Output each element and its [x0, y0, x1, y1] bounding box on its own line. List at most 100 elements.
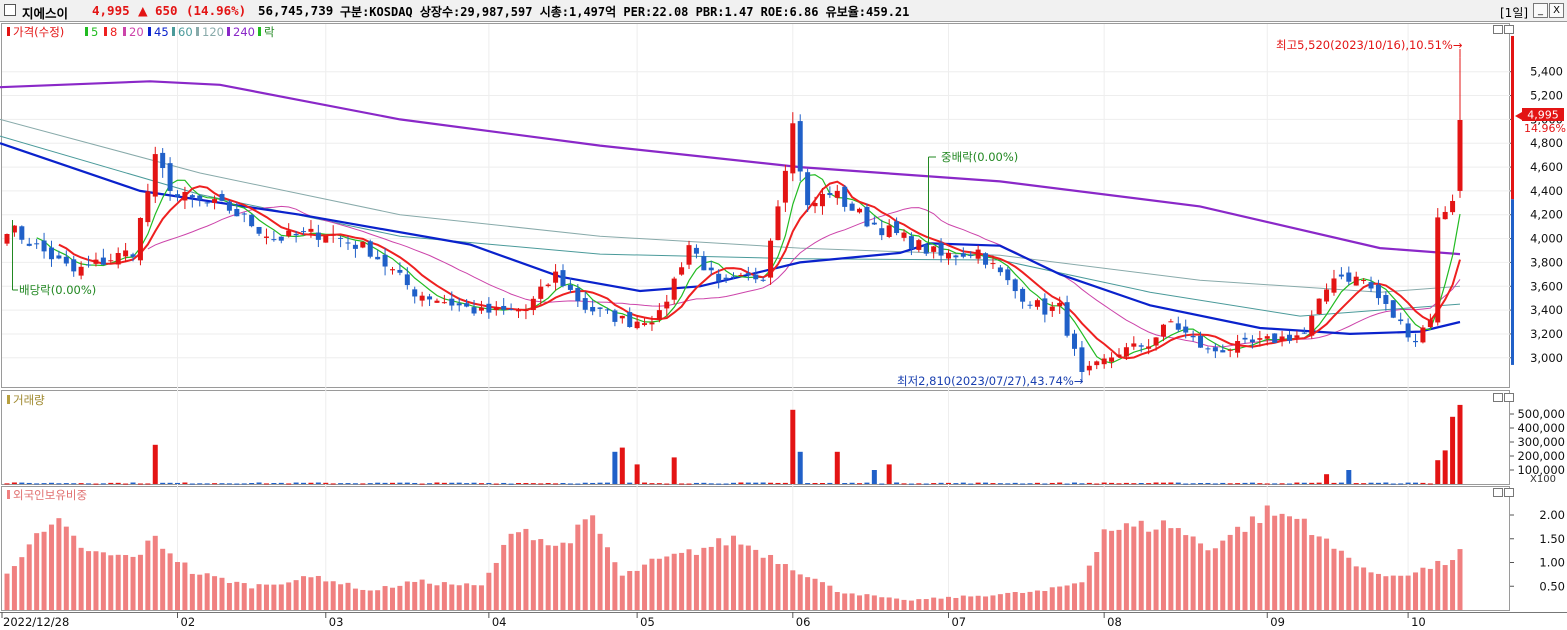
candle-body	[812, 202, 818, 207]
candle-body	[582, 298, 588, 310]
volume-bar	[1279, 483, 1285, 485]
foreign-bar	[1005, 592, 1011, 610]
candle-body	[990, 263, 996, 265]
minimize-button[interactable]: _	[1533, 3, 1548, 18]
foreign-panel-buttons[interactable]	[1493, 488, 1514, 497]
foreign-bar	[456, 585, 462, 610]
foreign-bar	[1353, 566, 1359, 610]
foreign-bar	[26, 544, 32, 610]
foreign-bar	[1457, 549, 1463, 610]
foreign-bar	[204, 573, 210, 610]
foreign-bar	[553, 545, 559, 610]
volume-panel-buttons[interactable]	[1493, 393, 1514, 402]
candle-body	[1205, 348, 1211, 350]
period-selector[interactable]: [1일]	[1500, 6, 1529, 20]
candle-body	[1109, 357, 1115, 362]
foreign-bar	[360, 589, 366, 610]
foreign-bar	[1020, 592, 1026, 610]
foreign-bar	[582, 519, 588, 610]
volume-bar	[345, 483, 351, 485]
foreign-bar	[1316, 536, 1322, 610]
price-axis-label: 5,400	[1530, 65, 1563, 79]
foreign-bar	[1079, 582, 1085, 610]
volume-bar	[1420, 482, 1426, 484]
change-percent: (14.96%)	[186, 3, 247, 18]
volume-bar	[1212, 483, 1218, 485]
foreign-bar	[152, 535, 158, 610]
candle-body	[160, 152, 166, 169]
foreign-bar	[723, 545, 729, 610]
foreign-bar	[182, 562, 188, 610]
candle-body	[478, 307, 484, 311]
foreign-bar	[857, 595, 863, 610]
foreign-bar	[471, 585, 477, 610]
foreign-bar	[389, 587, 395, 610]
candle-body	[1338, 274, 1344, 277]
candle-body	[1398, 319, 1404, 322]
candle-body	[241, 213, 247, 215]
foreign-bar	[167, 553, 173, 610]
candle-body	[523, 310, 529, 312]
candle-body	[1413, 340, 1419, 343]
volume-bar	[11, 482, 17, 484]
bonus-label: 중배락(0.00%)	[941, 150, 1018, 164]
candle-body	[226, 201, 232, 211]
foreign-bar	[56, 518, 62, 610]
volume-bar	[886, 464, 892, 484]
foreign-bar	[916, 599, 922, 610]
volume-bar	[945, 482, 951, 484]
candle-body	[1212, 347, 1218, 352]
stock-info: 구분:KOSDAQ 상장수:29,987,597 시총:1,497억 PER:2…	[340, 5, 910, 19]
foreign-bar	[597, 533, 603, 610]
current-price: 4,995	[92, 3, 130, 18]
foreign-bar	[41, 531, 47, 610]
select-checkbox[interactable]	[4, 4, 16, 16]
legend-ma8: 8	[110, 25, 117, 39]
foreign-bar	[1338, 550, 1344, 610]
foreign-bar	[256, 584, 262, 610]
candle-body	[1086, 365, 1092, 371]
foreign-bar	[1249, 516, 1255, 610]
ma20-line	[147, 205, 1461, 348]
volume-bar	[1012, 482, 1018, 484]
volume-bar	[753, 482, 759, 484]
candle-body	[1072, 333, 1078, 349]
volume-bar	[1235, 483, 1241, 485]
volume-bar	[649, 483, 655, 485]
volume-bar	[1405, 482, 1411, 484]
candle-body	[1012, 279, 1018, 292]
foreign-bar	[968, 596, 974, 610]
x-axis-label: 09	[1270, 615, 1285, 629]
volume-bar	[382, 482, 388, 484]
candle-body	[100, 257, 106, 265]
foreign-bar	[1072, 583, 1078, 610]
close-button[interactable]: X	[1549, 3, 1564, 18]
foreign-bar	[1131, 526, 1137, 610]
price-axis-label: 3,000	[1530, 351, 1563, 365]
candle-body	[1146, 346, 1152, 349]
volume-bar	[1153, 482, 1159, 484]
volume-panel-frame	[1, 390, 1510, 485]
foreign-bar	[19, 557, 25, 610]
legend-price-label: 가격(수정)	[13, 25, 64, 39]
volume-bar	[1427, 483, 1433, 485]
foreign-bar	[1086, 565, 1092, 610]
candle-body	[760, 279, 766, 281]
candle-body	[649, 322, 655, 325]
candle-body	[1057, 302, 1063, 307]
foreign-bar	[78, 547, 84, 610]
volume-bar	[1294, 482, 1300, 484]
volume-bar	[604, 482, 610, 484]
price-panel-buttons[interactable]	[1493, 25, 1514, 34]
foreign-axis-label: 2.00	[1539, 508, 1565, 522]
candle-body	[1034, 300, 1040, 307]
volume-bar	[997, 483, 1003, 485]
foreign-bar	[115, 554, 121, 610]
x-axis-label: 10	[1411, 615, 1426, 629]
volume-bar	[923, 483, 929, 485]
foreign-bar	[434, 585, 440, 610]
volume-bar	[78, 483, 84, 485]
candle-body	[189, 195, 195, 198]
foreign-bar	[1138, 520, 1144, 610]
foreign-bar	[1109, 530, 1115, 610]
